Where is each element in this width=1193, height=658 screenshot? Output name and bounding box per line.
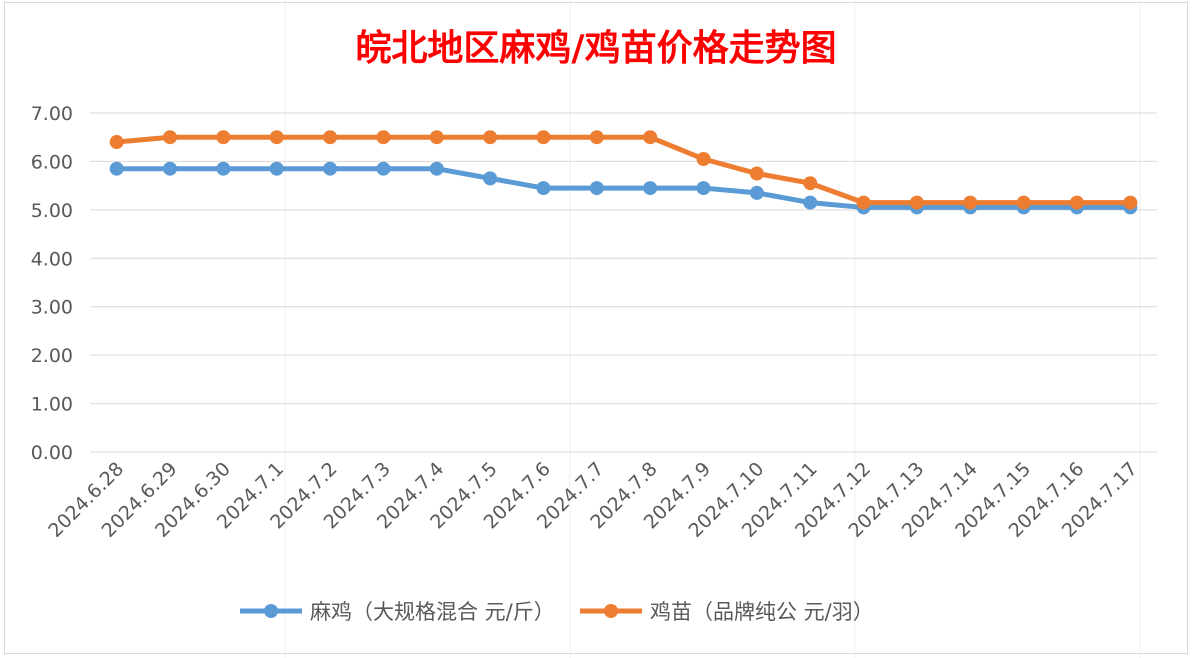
data-point bbox=[749, 185, 764, 200]
data-point bbox=[163, 130, 178, 145]
chart-frame bbox=[4, 2, 1188, 654]
data-point bbox=[643, 181, 658, 196]
data-point bbox=[483, 130, 498, 145]
data-point bbox=[856, 195, 871, 210]
data-point bbox=[589, 181, 604, 196]
legend-item: 麻鸡（大规格混合 元/斤） bbox=[240, 600, 555, 624]
data-point bbox=[696, 152, 711, 167]
data-point bbox=[643, 130, 658, 145]
y-tick-label: 1.00 bbox=[31, 394, 73, 416]
x-axis-tick-labels: 2024.6.282024.6.292024.6.302024.7.12024.… bbox=[44, 458, 1142, 542]
data-point bbox=[803, 195, 818, 210]
data-point bbox=[323, 130, 338, 145]
data-point bbox=[536, 181, 551, 196]
data-point bbox=[909, 195, 924, 210]
data-point bbox=[376, 130, 391, 145]
y-tick-label: 7.00 bbox=[31, 103, 73, 125]
data-point bbox=[536, 130, 551, 145]
data-point bbox=[963, 195, 978, 210]
y-tick-label: 5.00 bbox=[31, 200, 73, 222]
data-point bbox=[1123, 195, 1138, 210]
series-layer bbox=[109, 130, 1138, 215]
data-point bbox=[323, 161, 338, 176]
data-point bbox=[429, 130, 444, 145]
legend-label: 麻鸡（大规格混合 元/斤） bbox=[310, 600, 555, 624]
y-tick-label: 3.00 bbox=[31, 297, 73, 319]
series-1 bbox=[109, 161, 1138, 215]
data-point bbox=[1016, 195, 1031, 210]
data-point bbox=[163, 161, 178, 176]
y-gridlines bbox=[90, 112, 1157, 453]
data-point bbox=[483, 171, 498, 186]
chart-title: 皖北地区麻鸡/鸡苗价格走势图 bbox=[355, 28, 836, 69]
y-tick-label: 6.00 bbox=[31, 151, 73, 173]
data-point bbox=[269, 130, 284, 145]
data-point bbox=[269, 161, 284, 176]
data-point bbox=[803, 176, 818, 191]
legend-item: 鸡苗（品牌纯公 元/羽） bbox=[580, 600, 874, 624]
series-2 bbox=[109, 130, 1138, 210]
data-point bbox=[696, 181, 711, 196]
y-tick-label: 0.00 bbox=[31, 442, 73, 464]
data-point bbox=[376, 161, 391, 176]
y-tick-label: 2.00 bbox=[31, 345, 73, 367]
legend-label: 鸡苗（品牌纯公 元/羽） bbox=[650, 600, 874, 624]
data-point bbox=[749, 166, 764, 181]
legend-marker bbox=[604, 604, 618, 618]
series-line bbox=[114, 134, 1133, 206]
data-point bbox=[216, 130, 231, 145]
data-point bbox=[589, 130, 604, 145]
y-tick-label: 4.00 bbox=[31, 248, 73, 270]
legend: 麻鸡（大规格混合 元/斤） 鸡苗（品牌纯公 元/羽） bbox=[240, 600, 874, 624]
series-line bbox=[114, 166, 1133, 210]
data-point bbox=[1069, 195, 1084, 210]
data-point bbox=[429, 161, 444, 176]
y-axis-tick-labels: 0.00 1.00 2.00 3.00 4.00 5.00 6.00 7.00 bbox=[31, 103, 73, 464]
legend-marker bbox=[264, 604, 278, 618]
data-point bbox=[109, 135, 124, 150]
data-point bbox=[109, 161, 124, 176]
background-grid bbox=[284, 0, 1141, 658]
data-point bbox=[216, 161, 231, 176]
